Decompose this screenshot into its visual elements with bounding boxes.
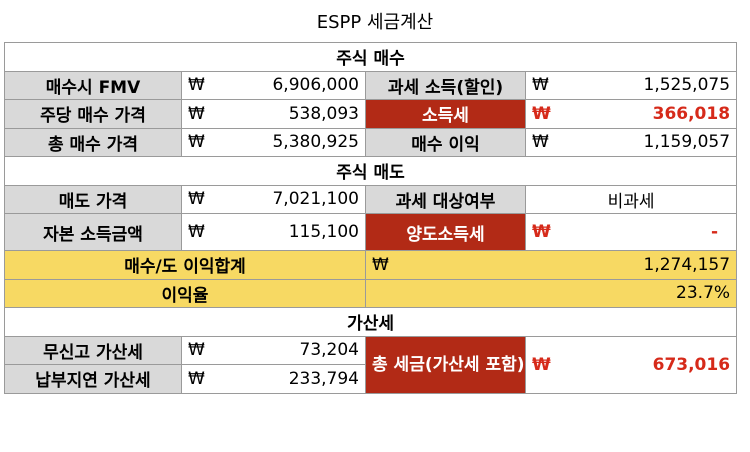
value-income-tax: 366,018 <box>652 103 731 124</box>
value-sale-price: 7,021,100 <box>272 189 359 210</box>
currency-symbol: ₩ <box>532 75 549 96</box>
label-total-tax[interactable]: 총 세금(가산세 포함) <box>365 335 526 394</box>
table-row: 납부지연 가산세 ₩233,794 <box>4 364 737 394</box>
value-price-per-share: 538,093 <box>288 103 359 124</box>
currency-symbol: ₩ <box>188 189 205 210</box>
currency-symbol: ₩ <box>372 254 389 275</box>
cell-taxable-income[interactable]: ₩1,525,075 <box>524 70 738 100</box>
value-capital-gain: 115,100 <box>288 222 359 242</box>
cell-capital-gain[interactable]: ₩115,100 <box>181 213 366 251</box>
section-header-penalty: 가산세 <box>3 307 738 337</box>
label-sale-price[interactable]: 매도 가격 <box>4 184 182 214</box>
value-late-payment: 233,794 <box>288 368 359 389</box>
currency-symbol: ₩ <box>188 103 205 124</box>
currency-symbol: ₩ <box>188 132 205 153</box>
table-row: 무신고 가산세 ₩73,204 총 세금(가산세 포함) ₩673,016 <box>4 335 738 394</box>
cell-total-tax[interactable]: ₩673,016 <box>524 335 738 394</box>
label-purchase-gain[interactable]: 매수 이익 <box>365 127 526 157</box>
label-unreported[interactable]: 무신고 가산세 <box>4 335 182 365</box>
currency-symbol: ₩ <box>532 354 551 375</box>
cell-price-per-share[interactable]: ₩538,093 <box>181 99 366 129</box>
currency-symbol: ₩ <box>188 368 205 389</box>
cell-fmv[interactable]: ₩6,906,000 <box>181 70 366 100</box>
label-price-per-share[interactable]: 주당 매수 가격 <box>4 99 182 129</box>
cell-unreported[interactable]: ₩73,204 <box>181 335 366 365</box>
table-row: 매도 가격 ₩7,021,100 과세 대상여부 비과세 <box>4 184 738 214</box>
label-taxable[interactable]: 과세 대상여부 <box>365 184 526 214</box>
section-header-sale: 주식 매도 <box>3 156 738 186</box>
cell-total-purchase[interactable]: ₩5,380,925 <box>181 127 366 157</box>
value-taxable-income: 1,525,075 <box>643 75 731 96</box>
currency-symbol: ₩ <box>532 222 551 242</box>
label-capital-gain[interactable]: 자본 소득금액 <box>4 213 182 251</box>
label-fmv[interactable]: 매수시 FMV <box>4 70 182 100</box>
section-row-sale: 주식 매도 <box>3 156 738 186</box>
label-return[interactable]: 이익율 <box>4 278 366 308</box>
currency-symbol: ₩ <box>188 340 205 361</box>
table-row: 매수/도 이익합계 ₩1,274,157 <box>4 250 738 280</box>
currency-symbol: ₩ <box>188 75 205 96</box>
section-row-purchase: 주식 매수 <box>3 42 738 72</box>
value-transfer-tax: - <box>710 222 719 242</box>
cell-income-tax[interactable]: ₩366,018 <box>524 99 738 129</box>
label-transfer-tax[interactable]: 양도소득세 <box>365 213 526 251</box>
label-taxable-income[interactable]: 과세 소득(할인) <box>365 70 526 100</box>
cell-total-gain[interactable]: ₩1,274,157 <box>364 250 738 280</box>
label-total-gain[interactable]: 매수/도 이익합계 <box>4 250 366 280</box>
cell-late-payment[interactable]: ₩233,794 <box>181 364 366 394</box>
table-row: 매수시 FMV ₩6,906,000 과세 소득(할인) ₩1,525,075 <box>4 70 738 100</box>
table-row: 주당 매수 가격 ₩538,093 소득세 ₩366,018 <box>4 99 738 129</box>
label-late-payment[interactable]: 납부지연 가산세 <box>4 364 182 394</box>
value-total-tax: 673,016 <box>652 354 731 375</box>
table-row: 이익율 23.7% <box>4 278 738 308</box>
section-row-penalty: 가산세 <box>3 307 738 337</box>
value-return[interactable]: 23.7% <box>364 278 738 308</box>
currency-symbol: ₩ <box>188 222 205 242</box>
value-unreported: 73,204 <box>299 340 359 361</box>
value-total-gain: 1,274,157 <box>643 254 731 275</box>
section-header-purchase: 주식 매수 <box>3 42 738 72</box>
table-row: 자본 소득금액 ₩115,100 양도소득세 ₩ - <box>4 213 738 251</box>
table-row: 총 매수 가격 ₩5,380,925 매수 이익 ₩1,159,057 <box>4 127 738 157</box>
currency-symbol: ₩ <box>532 103 551 124</box>
cell-sale-price[interactable]: ₩7,021,100 <box>181 184 366 214</box>
sheet-title: ESPP 세금계산 <box>316 12 434 33</box>
value-total-purchase: 5,380,925 <box>272 132 359 153</box>
label-income-tax[interactable]: 소득세 <box>365 99 526 129</box>
label-total-purchase[interactable]: 총 매수 가격 <box>4 127 182 157</box>
espp-tax-table: 주식 매수 매수시 FMV ₩6,906,000 과세 소득(할인) ₩1,52… <box>3 42 738 394</box>
cell-purchase-gain[interactable]: ₩1,159,057 <box>524 127 738 157</box>
value-purchase-gain: 1,159,057 <box>643 132 731 153</box>
currency-symbol: ₩ <box>532 132 549 153</box>
value-taxable[interactable]: 비과세 <box>524 184 738 214</box>
value-fmv: 6,906,000 <box>272 75 359 96</box>
cell-transfer-tax[interactable]: ₩ - <box>524 213 738 251</box>
